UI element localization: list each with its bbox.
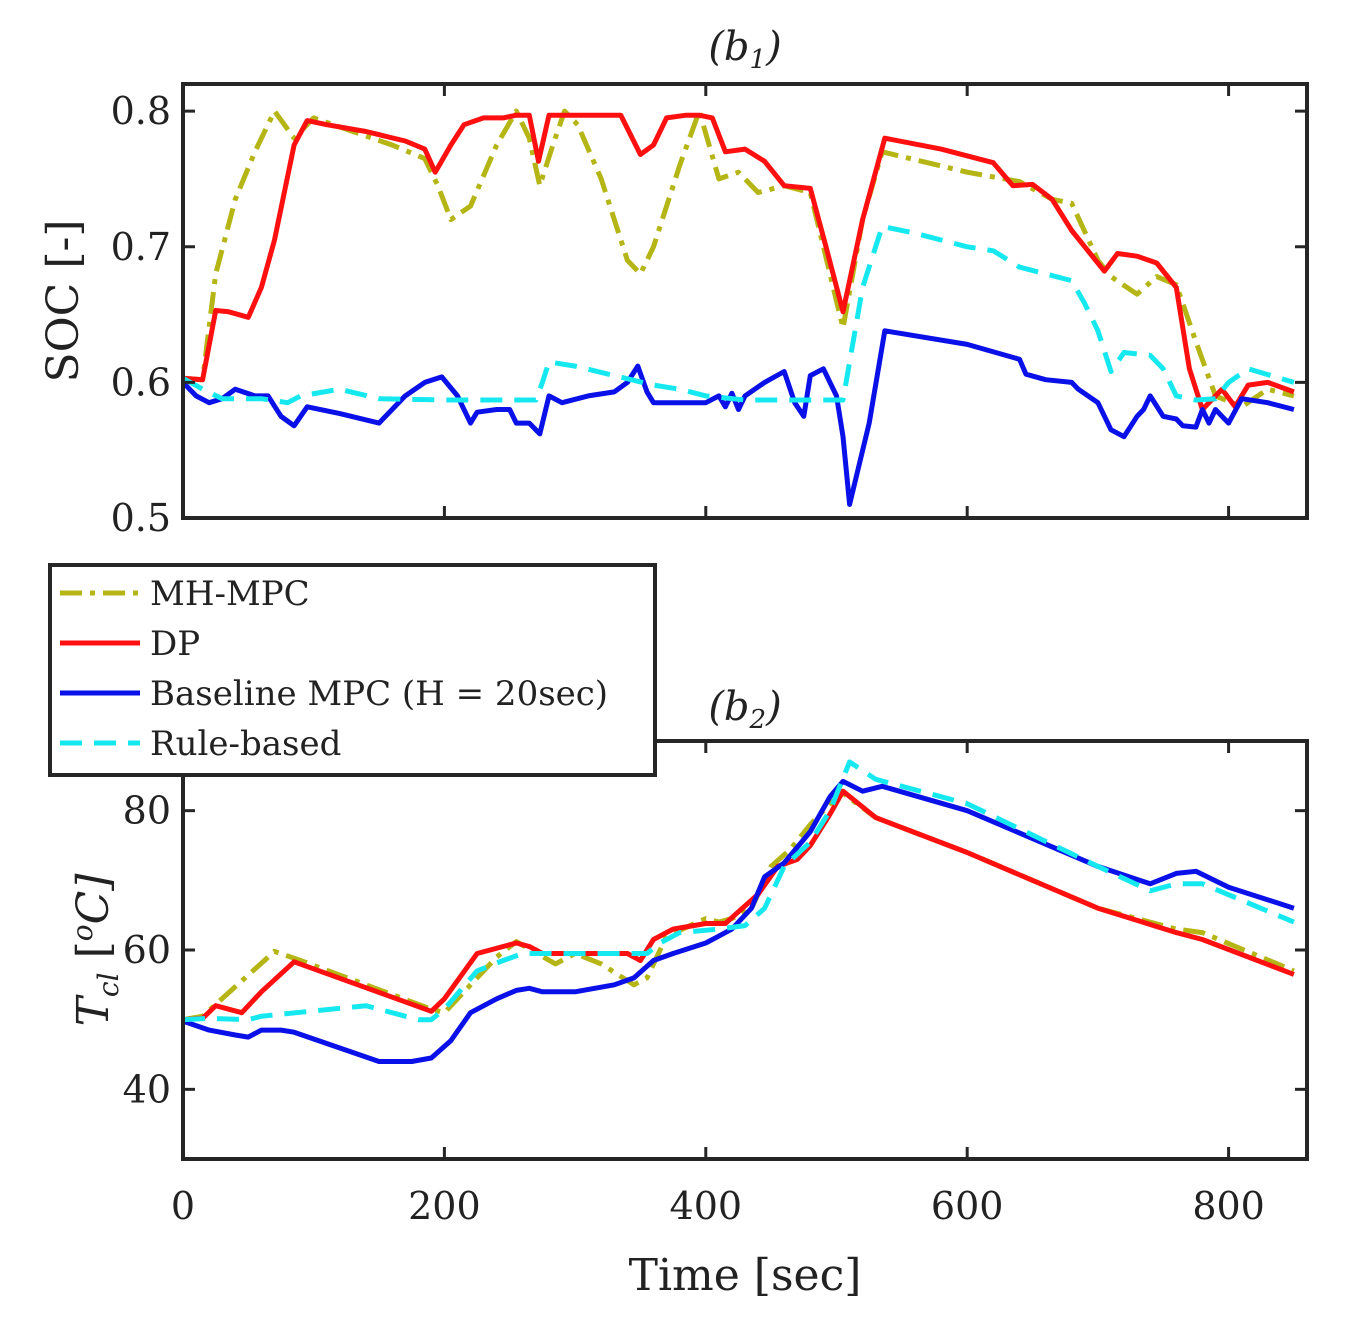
- legend-label-baseline-mpc-h-20sec: Baseline MPC (H = 20sec): [150, 674, 608, 714]
- temperature-axis-ticks: 0 200 400 600 800 40 60 80: [123, 741, 1307, 1228]
- soc-line-rule-based: [181, 223, 1295, 406]
- legend: MH-MPC DP Baseline MPC (H = 20sec) Rule-bas…: [48, 563, 657, 777]
- time-x-axis-label: Time [sec]: [629, 1250, 862, 1301]
- temperature-panel-title: (b2): [708, 684, 781, 735]
- temperature-x-tick-label: 600: [931, 1184, 1004, 1228]
- soc-line-mh-mpc: [182, 108, 1295, 410]
- soc-line-baseline-mpc-h-20sec: [181, 328, 1295, 507]
- legend-label-rule-based: Rule-based: [150, 724, 341, 764]
- legend-label-mh-mpc: MH-MPC: [150, 574, 310, 614]
- temperature-series-lines: [182, 759, 1295, 1064]
- soc-panel: (b1) 0.5 0.6 0.7 0.8 SOC [-]: [38, 24, 1309, 540]
- temperature-line-mh-mpc: [182, 790, 1295, 1023]
- temperature-line-dp: [182, 788, 1295, 1023]
- temperature-x-tick-label: 200: [408, 1184, 481, 1228]
- soc-y-tick-label: 0.7: [111, 225, 171, 269]
- temperature-y-tick-label: 40: [123, 1067, 171, 1111]
- soc-line-dp: [182, 112, 1295, 412]
- temperature-x-tick-label: 800: [1192, 1184, 1265, 1228]
- soc-y-tick-label: 0.5: [111, 496, 171, 540]
- temperature-line-baseline-mpc-h-20sec: [182, 778, 1295, 1064]
- temperature-panel: (b2) 0 200 400 600 800 40 60 80 Tcl [oC] Time […: [66, 684, 1309, 1301]
- soc-y-tick-label: 0.8: [111, 89, 171, 133]
- legend-box: [48, 563, 657, 777]
- temperature-x-tick-label: 400: [670, 1184, 743, 1228]
- temperature-y-tick-label: 60: [123, 928, 171, 972]
- temperature-y-axis-label: Tcl [oC]: [66, 873, 125, 1027]
- soc-plot-frame: [181, 82, 1309, 520]
- soc-y-axis-label: SOC [-]: [38, 219, 89, 382]
- temperature-x-tick-label: 0: [171, 1184, 195, 1228]
- temperature-line-rule-based: [182, 759, 1295, 1023]
- soc-y-tick-label: 0.6: [111, 360, 171, 404]
- soc-series-lines: [181, 108, 1295, 507]
- legend-label-dp: DP: [150, 624, 200, 664]
- temperature-y-tick-label: 80: [123, 789, 171, 833]
- soc-panel-title: (b1): [708, 24, 781, 75]
- temperature-plot-frame: [181, 739, 1309, 1161]
